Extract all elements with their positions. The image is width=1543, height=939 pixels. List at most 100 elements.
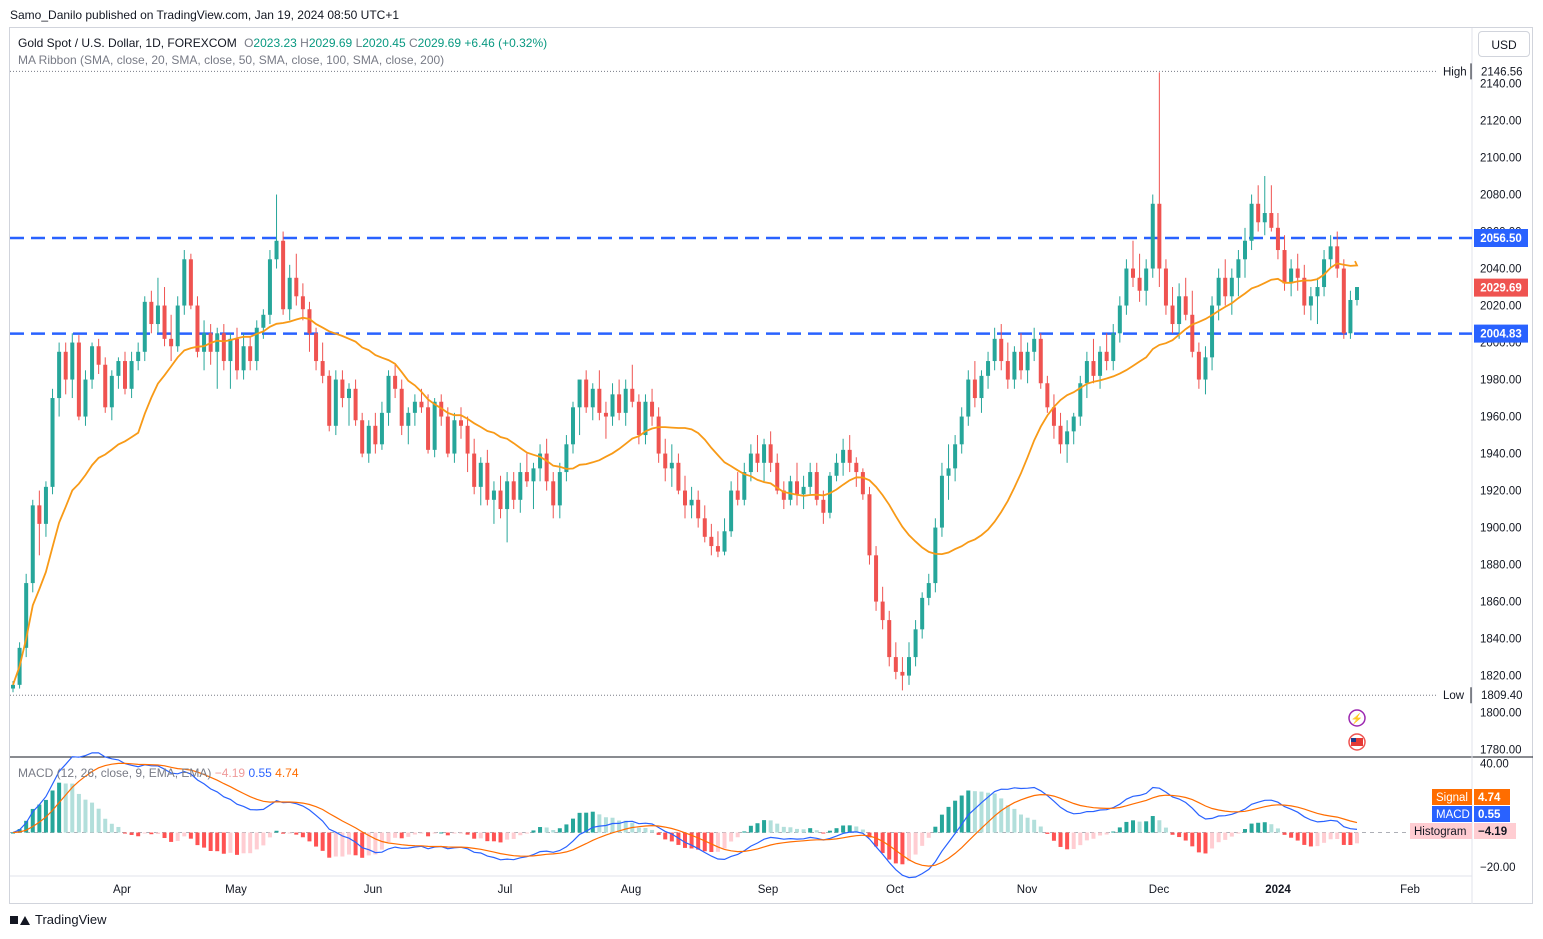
candle (1322, 250, 1327, 297)
candle (432, 398, 437, 458)
candle-body (847, 449, 852, 463)
candle-body (142, 301, 147, 352)
macd-legend[interactable]: MACD (12, 26, close, 9, EMA, EMA) −4.19 … (18, 766, 299, 780)
price-tick-label: 2120.00 (1480, 116, 1522, 128)
histogram-bar (386, 832, 391, 842)
candle (557, 462, 562, 519)
candle (169, 314, 174, 362)
symbol-name[interactable]: Gold Spot / U.S. Dollar, 1D, FOREXCOM (18, 36, 237, 50)
histogram-bar (1131, 820, 1135, 833)
histogram-bar (228, 832, 233, 853)
histogram-bar (1177, 832, 1182, 838)
candle (320, 342, 325, 384)
candle (76, 335, 81, 421)
time-tick-label: May (225, 884, 247, 896)
candle (129, 351, 134, 399)
macd-tag-value: 0.55 (1478, 809, 1501, 821)
histogram-bar (755, 823, 760, 833)
candle (986, 351, 991, 389)
candle (1170, 287, 1175, 334)
candle (683, 475, 687, 519)
candle-body (676, 462, 681, 491)
histogram-bar (320, 832, 325, 851)
histogram-bar (907, 832, 911, 862)
candle-body (933, 527, 938, 584)
candle (485, 449, 490, 506)
histogram-bar (986, 792, 991, 833)
candle-body (689, 499, 694, 506)
histogram-bar (953, 800, 958, 833)
histogram-bar (267, 832, 272, 838)
candle (867, 486, 872, 565)
candle-body (590, 388, 595, 408)
histogram-bar (1065, 832, 1070, 850)
chart-frame (9, 27, 1533, 904)
candle-body (1104, 351, 1109, 362)
histogram-bar (1098, 832, 1103, 836)
candle (149, 290, 154, 334)
candle-body (577, 379, 582, 408)
candle-body (195, 305, 200, 352)
histogram-bar (1045, 832, 1050, 834)
candle-body (202, 333, 207, 352)
candle (1078, 375, 1083, 426)
candle-body (1190, 314, 1195, 352)
histogram-bar (768, 820, 773, 833)
candle-body (992, 338, 997, 362)
candle (300, 283, 305, 321)
candle-body (169, 338, 174, 347)
histogram-bar (327, 832, 332, 858)
candle (248, 336, 253, 371)
candle-body (571, 407, 575, 445)
histogram-bar (248, 832, 253, 854)
candle-body (221, 333, 226, 362)
candle (564, 435, 569, 482)
candle-body (656, 416, 661, 454)
histogram-bar (1091, 832, 1096, 839)
histogram-bar (511, 832, 516, 839)
histogram-bar (57, 782, 62, 833)
histogram-bar (1005, 805, 1010, 833)
candle-body (735, 490, 740, 500)
candle (1012, 346, 1017, 389)
candle (538, 444, 543, 482)
candle-body (1131, 268, 1135, 278)
candle (347, 383, 351, 426)
histogram-bar (399, 832, 404, 839)
candle-body (1071, 416, 1076, 432)
histogram-bar (841, 825, 846, 833)
candle-body (1058, 425, 1063, 445)
candle-body (155, 305, 160, 325)
candle-body (900, 671, 905, 676)
candle (254, 320, 259, 371)
candle (827, 472, 832, 519)
candle-body (841, 449, 846, 463)
candle (1269, 185, 1274, 232)
histogram-bar (643, 827, 648, 833)
histogram-bar (854, 826, 859, 833)
candle-body (715, 546, 720, 552)
histogram-bar (63, 783, 68, 833)
candle (709, 523, 714, 556)
histogram-bar (1295, 832, 1300, 841)
footer-brand[interactable]: TradingView (10, 912, 107, 927)
candle-body (610, 394, 615, 417)
currency-button[interactable]: USD (1478, 31, 1530, 57)
histogram-bar (1289, 832, 1294, 838)
candle-body (248, 346, 253, 362)
price-tick-label: 1960.00 (1480, 412, 1522, 424)
candle (287, 264, 292, 321)
histogram-bar (155, 832, 160, 835)
histogram-bar (195, 832, 200, 846)
histogram-bar (979, 791, 984, 833)
ma-ribbon-legend[interactable]: MA Ribbon (SMA, close, 20, SMA, close, 5… (18, 53, 445, 67)
level-price-tag (1474, 229, 1528, 248)
candle (715, 531, 720, 558)
candle (1111, 324, 1116, 371)
candle (1256, 185, 1261, 232)
candle-body (452, 420, 457, 454)
candle (689, 486, 694, 519)
histogram-bar (696, 832, 701, 850)
candle (96, 338, 101, 374)
